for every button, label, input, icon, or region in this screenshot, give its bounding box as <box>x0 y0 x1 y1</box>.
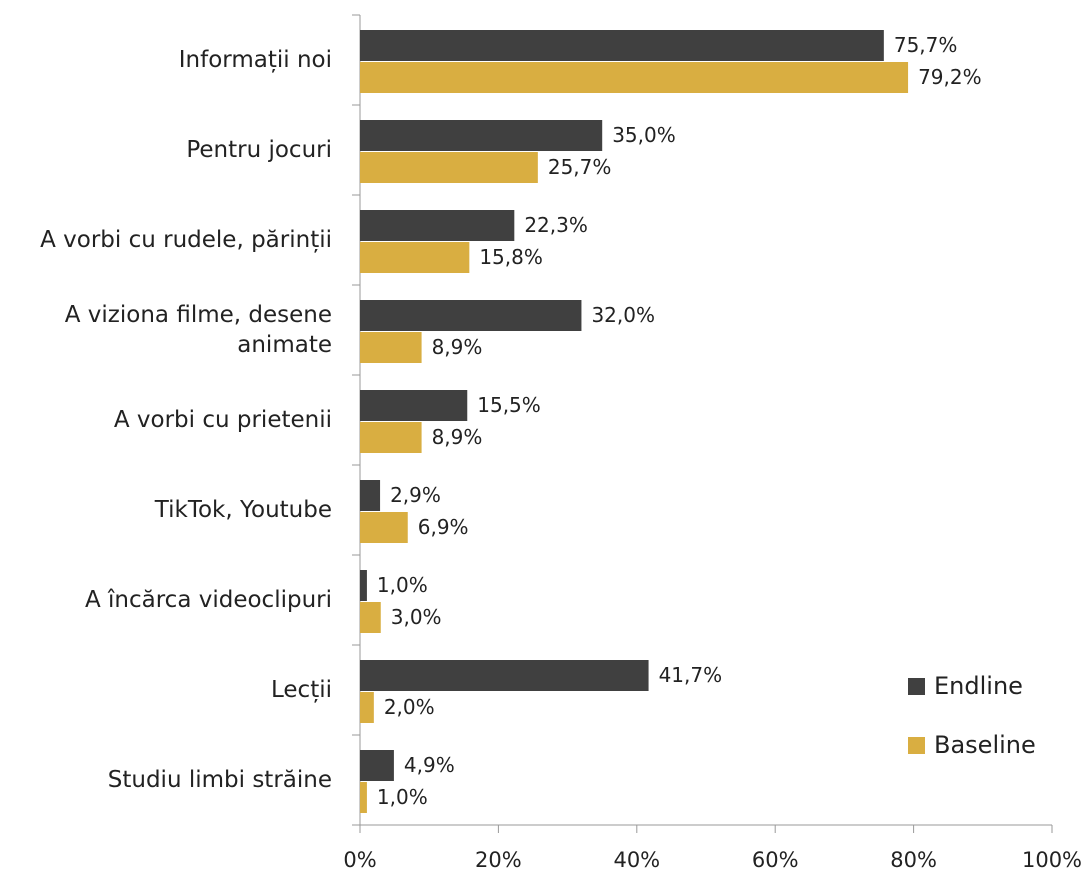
value-label: 22,3% <box>524 213 588 237</box>
category-label: TikTok, Youtube <box>154 497 332 523</box>
bar <box>360 660 649 691</box>
bar <box>360 750 394 781</box>
legend-swatch <box>908 678 925 695</box>
value-label: 4,9% <box>404 753 455 777</box>
category-label: Informații noi <box>178 47 332 73</box>
x-tick-label: 100% <box>1022 848 1082 870</box>
bar <box>360 512 408 543</box>
value-label: 15,5% <box>477 393 541 417</box>
bar <box>360 300 582 331</box>
bar <box>360 120 603 151</box>
bar <box>360 602 381 633</box>
value-label: 6,9% <box>418 515 469 539</box>
bar <box>360 782 367 813</box>
value-label: 79,2% <box>918 65 982 89</box>
x-tick-label: 40% <box>613 848 660 870</box>
bar <box>360 480 381 511</box>
value-label: 8,9% <box>432 335 483 359</box>
category-label: Studiu limbi străine <box>107 767 332 793</box>
bar <box>360 242 470 273</box>
bar <box>360 30 884 61</box>
bar <box>360 422 422 453</box>
category-label: A încărca videoclipuri <box>84 587 332 613</box>
value-label: 1,0% <box>377 785 428 809</box>
legend-label: Baseline <box>934 731 1036 759</box>
category-label: A vorbi cu prietenii <box>113 407 332 433</box>
category-label: A vorbi cu rudele, părinții <box>40 227 332 253</box>
category-label: A viziona filme, desene animate <box>64 302 332 358</box>
value-label: 8,9% <box>432 425 483 449</box>
legend-label: Endline <box>934 672 1023 700</box>
bar <box>360 692 374 723</box>
value-label: 15,8% <box>479 245 543 269</box>
bar <box>360 210 515 241</box>
x-tick-label: 60% <box>752 848 799 870</box>
category-label: Lecții <box>270 677 332 703</box>
value-label: 2,0% <box>384 695 435 719</box>
bar <box>360 570 367 601</box>
x-tick-label: 80% <box>890 848 937 870</box>
bar <box>360 152 538 183</box>
value-label: 41,7% <box>659 663 723 687</box>
legend-swatch <box>908 737 925 754</box>
bar <box>360 390 468 421</box>
value-label: 1,0% <box>377 573 428 597</box>
bar <box>360 62 909 93</box>
value-label: 25,7% <box>548 155 612 179</box>
value-label: 75,7% <box>894 33 958 57</box>
value-label: 35,0% <box>612 123 676 147</box>
category-label: Pentru jocuri <box>186 137 332 163</box>
x-tick-label: 20% <box>475 848 522 870</box>
value-label: 2,9% <box>390 483 441 507</box>
value-label: 32,0% <box>591 303 655 327</box>
bar <box>360 332 422 363</box>
x-tick-label: 0% <box>343 848 376 870</box>
value-label: 3,0% <box>391 605 442 629</box>
